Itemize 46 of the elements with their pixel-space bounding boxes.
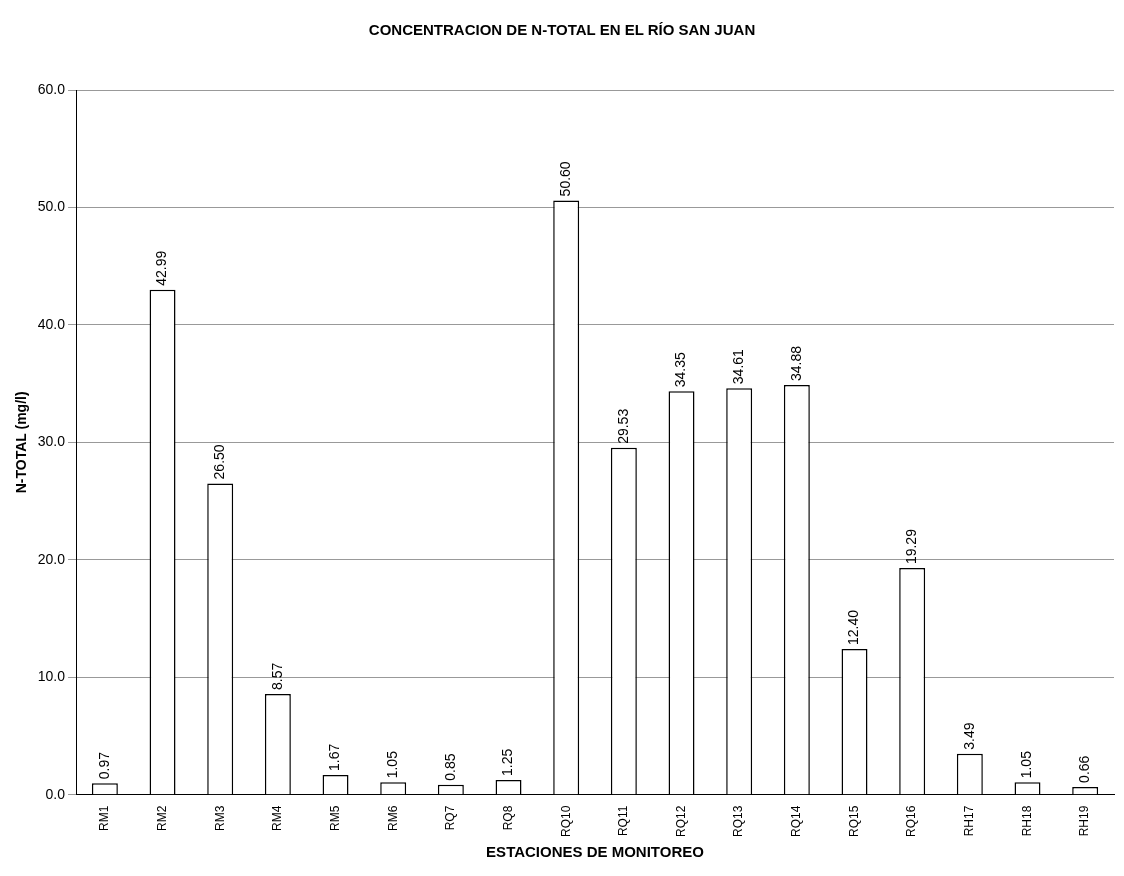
x-tick-label: RH18	[1019, 805, 1034, 837]
data-label: 50.60	[557, 161, 574, 197]
y-tick-label: 20.0	[37, 550, 66, 567]
data-label: 19.29	[903, 528, 920, 565]
x-tick-label: RQ13	[731, 805, 746, 838]
y-axis-title: N-TOTAL (mg/l)	[13, 391, 30, 494]
data-label: 1.25	[499, 748, 516, 776]
x-tick-label: RM6	[385, 805, 400, 831]
y-tick-label: 50.0	[37, 198, 66, 215]
data-label: 8.57	[268, 662, 285, 690]
y-tick-label: 0.0	[45, 785, 66, 802]
y-tick-label: 10.0	[37, 668, 66, 685]
data-label: 3.49	[960, 722, 977, 750]
x-tick-label: RH19	[1077, 805, 1092, 837]
x-tick-label: RM5	[327, 805, 342, 831]
x-tick-label: RQ7	[443, 805, 458, 831]
x-tick-label: RQ11	[616, 805, 631, 837]
x-tick-label: RM4	[270, 805, 285, 831]
data-label: 1.05	[384, 750, 401, 779]
chart-title: CONCENTRACION DE N-TOTAL EN EL RÍO SAN JUAN	[368, 21, 756, 39]
data-label: 34.61	[730, 348, 747, 385]
x-tick-label: RM2	[154, 805, 169, 831]
data-label: 42.99	[153, 250, 170, 286]
x-tick-label: RQ14	[789, 805, 804, 838]
x-tick-label: RQ16	[904, 805, 919, 838]
data-label: 26.50	[211, 444, 228, 480]
x-tick-label: RQ10	[558, 805, 573, 838]
data-label: 12.40	[845, 609, 862, 646]
x-tick-label: RQ8	[500, 805, 515, 831]
data-label: 1.05	[1018, 750, 1035, 779]
x-axis-title: ESTACIONES DE MONITOREO	[486, 843, 705, 861]
x-tick-label: RQ12	[673, 805, 688, 838]
y-tick-label: 60.0	[37, 80, 66, 97]
data-label: 34.35	[672, 351, 689, 388]
x-tick-label: RM1	[97, 805, 112, 831]
data-label: 1.67	[326, 743, 343, 772]
data-label: 0.66	[1076, 755, 1093, 783]
x-tick-label: RQ15	[846, 805, 861, 838]
data-label: 29.53	[614, 408, 631, 444]
y-tick-label: 30.0	[37, 433, 66, 450]
x-tick-label: RM3	[212, 805, 227, 831]
y-tick-label: 40.0	[37, 315, 66, 332]
data-label: 0.97	[95, 751, 112, 780]
x-tick-label: RH17	[962, 805, 977, 837]
data-label: 34.88	[787, 345, 804, 382]
data-label: 0.85	[441, 753, 458, 781]
